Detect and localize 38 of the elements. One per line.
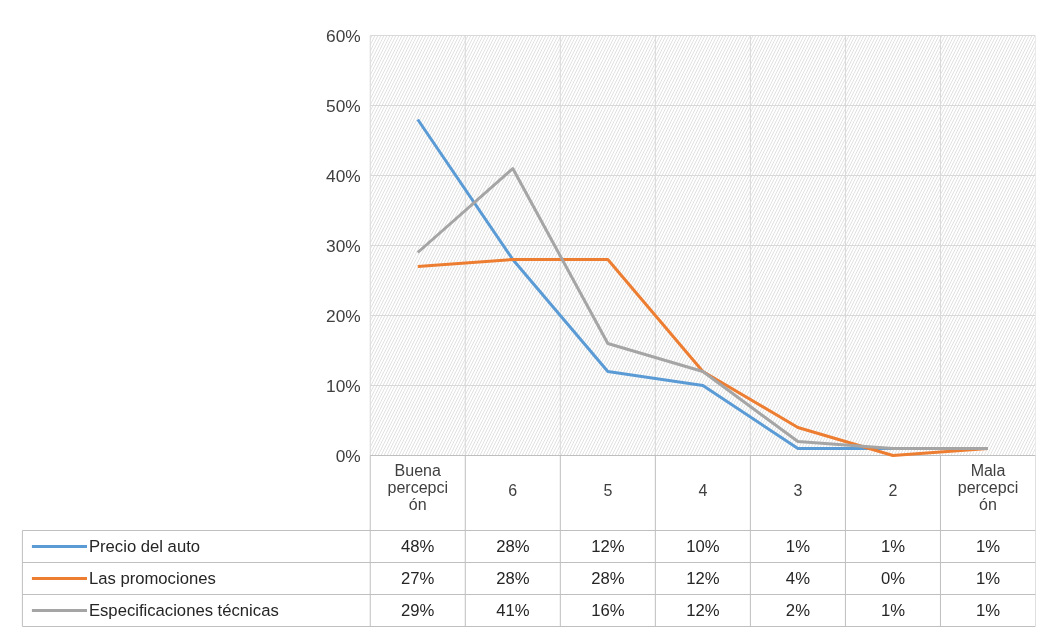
legend-label: Precio del auto: [88, 537, 201, 556]
data-label: 1%: [880, 601, 906, 620]
data-label: 29%: [401, 601, 435, 620]
data-label: 0%: [880, 569, 906, 588]
x-tick-label: 4: [698, 482, 708, 499]
data-label: 1%: [975, 601, 1001, 620]
data-label: 28%: [591, 569, 625, 588]
y-tick-label: 20%: [326, 305, 361, 326]
data-label: 27%: [401, 569, 435, 588]
x-tick-label: 2: [888, 482, 898, 499]
y-tick-label: 10%: [326, 375, 361, 396]
data-label: 12%: [686, 569, 720, 588]
data-label: 4%: [785, 569, 811, 588]
y-tick-label: 30%: [326, 235, 361, 256]
data-label: 28%: [496, 537, 530, 556]
y-tick-label: 0%: [335, 445, 361, 466]
x-tick-label: 5: [603, 482, 613, 499]
x-tick-label: Mala percepción: [957, 461, 1019, 513]
y-tick-label: 50%: [326, 95, 361, 116]
data-label: 1%: [975, 569, 1001, 588]
x-tick-label: 6: [508, 482, 518, 499]
x-tick-label: Buena percepción: [387, 461, 448, 513]
data-label: 28%: [496, 569, 530, 588]
data-label: 41%: [496, 601, 530, 620]
data-label: 10%: [686, 537, 720, 556]
legend-label: Especificaciones técnicas: [88, 601, 279, 620]
x-tick-label: 3: [793, 482, 803, 499]
data-label: 16%: [591, 601, 625, 620]
data-label: 12%: [591, 537, 625, 556]
legend-label: Las promociones: [88, 569, 216, 588]
y-tick-label: 40%: [326, 165, 361, 186]
data-label: 48%: [401, 537, 435, 556]
data-label: 12%: [686, 601, 720, 620]
data-label: 1%: [975, 537, 1001, 556]
data-label: 2%: [785, 601, 811, 620]
data-label: 1%: [785, 537, 811, 556]
data-label: 1%: [880, 537, 906, 556]
y-tick-label: 60%: [326, 25, 361, 46]
